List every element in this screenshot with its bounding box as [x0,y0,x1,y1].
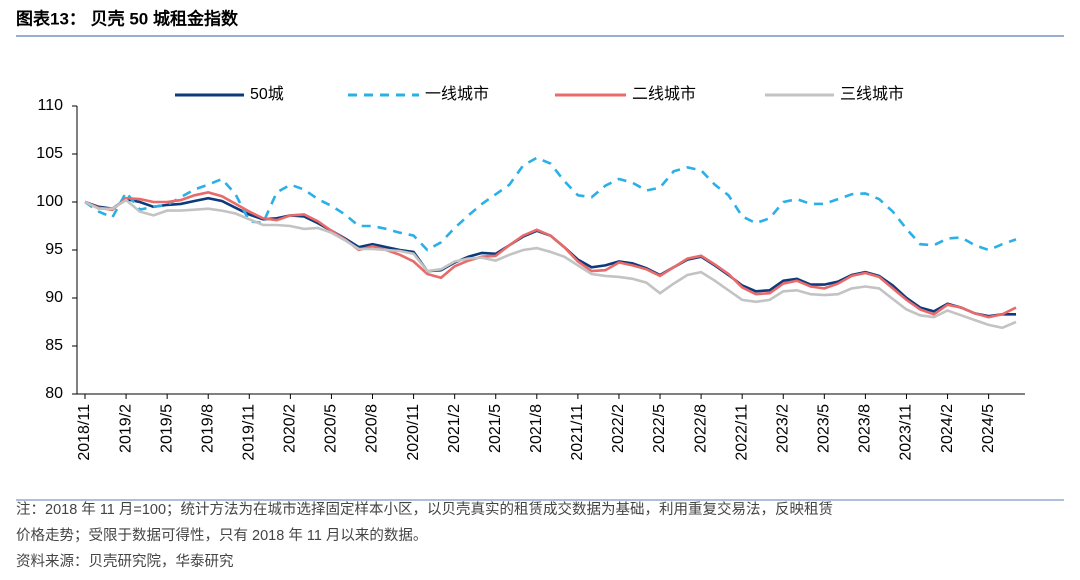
x-tick-label: 2023/11 [898,404,915,461]
x-tick-label: 2022/5 [651,404,668,453]
x-tick-label: 2024/5 [980,404,997,453]
x-tick-label: 2020/8 [364,404,381,453]
y-tick-label: 90 [45,289,63,306]
legend-label: 50城 [250,85,284,103]
y-tick-label: 105 [36,145,63,162]
x-tick-label: 2020/5 [323,404,340,453]
x-tick-label: 2021/11 [569,404,586,461]
y-tick-label: 95 [45,241,63,258]
legend-label: 三线城市 [840,85,904,103]
x-tick-label: 2023/5 [816,404,833,453]
x-tick-label: 2023/8 [857,404,874,453]
x-tick-label: 2021/5 [487,404,504,453]
x-tick-label: 2022/11 [733,404,750,461]
legend-label: 二线城市 [632,85,696,103]
y-tick-label: 85 [45,337,63,354]
x-tick-label: 2021/8 [528,404,545,453]
x-tick-label: 2019/2 [117,404,134,453]
note-line: 价格走势；受限于数据可得性，只有 2018 年 11 月以来的数据。 [16,527,427,544]
x-tick-label: 2024/2 [939,404,956,453]
x-tick-label: 2022/2 [610,404,627,453]
series-line [84,196,1016,318]
x-tick-label: 2020/2 [282,404,299,453]
chart-title: 图表13： 贝壳 50 城租金指数 [16,8,239,28]
x-tick-label: 2022/8 [692,404,709,453]
x-tick-label: 2020/11 [405,404,422,461]
legend-label: 一线城市 [425,85,489,103]
x-tick-label: 2019/5 [158,404,175,453]
x-tick-label: 2021/2 [446,404,463,453]
x-tick-label: 2018/11 [76,404,93,461]
source: 资料来源：贝壳研究院，华泰研究 [16,553,234,570]
y-tick-label: 110 [37,97,63,114]
y-tick-label: 80 [45,385,63,402]
series-line [84,191,1017,319]
y-tick-label: 100 [36,193,63,210]
x-tick-label: 2019/8 [199,404,216,453]
x-tick-label: 2023/2 [774,404,791,453]
note-line: 注：2018 年 11 月=100；统计方法为在城市选择固定样本小区，以贝壳真实… [16,500,833,518]
series-line [84,156,1017,252]
series-line [84,198,1017,330]
x-tick-label: 2019/11 [241,404,258,461]
